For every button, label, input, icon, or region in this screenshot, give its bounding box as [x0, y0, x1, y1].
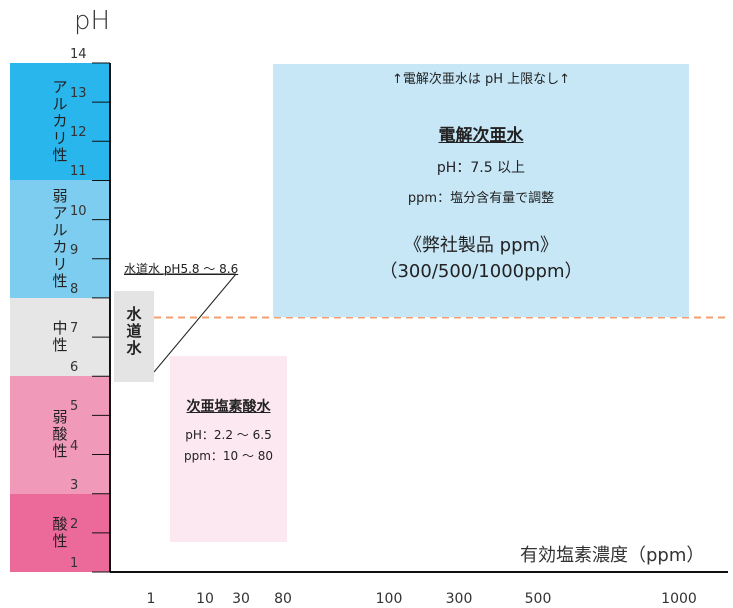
x-tick-label: 1000: [661, 591, 697, 607]
ph-band: 弱酸性: [10, 376, 110, 494]
y-tick-label: 11: [70, 164, 87, 180]
hypochlorous-ph: pH：2.2 ～ 6.5: [185, 428, 272, 442]
electrolyzed-product: 《弊社製品 ppm》: [403, 235, 559, 256]
y-tick-label: 9: [70, 242, 79, 258]
hypochlorous-water-region: [170, 356, 287, 542]
electrolyzed-water-region: [273, 64, 689, 317]
x-tick-label: 10: [196, 591, 214, 607]
x-tick-label: 80: [274, 591, 292, 607]
y-tick-label: 8: [70, 281, 79, 297]
y-tick-label: 3: [70, 477, 79, 493]
x-axis-title: 有効塩素濃度（ppm）: [520, 545, 705, 566]
x-tick-label: 1: [146, 591, 156, 607]
ph-band: アルカリ性: [10, 63, 110, 181]
y-tick-label: 1: [70, 556, 79, 571]
y-tick-label: 2: [70, 516, 79, 532]
y-tick-label: 6: [70, 360, 79, 376]
y-tick-label: 13: [70, 86, 87, 102]
electrolyzed-header: ↑電解次亜水は pH 上限なし↑: [391, 72, 571, 87]
y-tick-label: 10: [70, 203, 87, 219]
tap-water-note: 水道水 pH5.8 ～ 8.6: [124, 262, 239, 276]
ph-band-label: 酸性: [52, 514, 68, 550]
hypochlorous-ppm: ppm：10 ～ 80: [183, 449, 274, 463]
y-tick-label: 12: [70, 125, 87, 141]
ph-band-label: 中性: [52, 319, 68, 355]
y-tick-label: 4: [70, 438, 79, 454]
ph-band: 弱アルカリ性: [10, 180, 110, 298]
ph-band-label: アルカリ性: [52, 78, 68, 165]
hypochlorous-title: 次亜塩素酸水: [186, 399, 271, 415]
y-tick-label: 7: [70, 321, 79, 337]
electrolyzed-ph: pH：7.5 以上: [436, 160, 526, 176]
ph-band-label: 弱アルカリ性: [52, 187, 68, 291]
electrolyzed-title: 電解次亜水: [438, 126, 524, 146]
y-tick-label: 5: [70, 399, 79, 415]
electrolyzed-ppm: ppm：塩分含有量で調整: [407, 191, 555, 206]
ph-band-label: 弱酸性: [52, 408, 68, 461]
x-tick-label: 30: [232, 591, 250, 607]
tap-water-box: [114, 291, 154, 382]
tap-water-label: 水道水: [126, 305, 142, 357]
y-tick-label: 14: [70, 47, 87, 62]
tap-water-leader-line: [153, 273, 237, 373]
electrolyzed-product-values: （300/500/1000ppm）: [379, 261, 583, 282]
x-tick-label: 100: [375, 591, 403, 607]
x-tick-label: 300: [445, 591, 473, 607]
x-tick-label: 500: [524, 591, 552, 607]
y-axis-title: pH: [74, 6, 111, 36]
